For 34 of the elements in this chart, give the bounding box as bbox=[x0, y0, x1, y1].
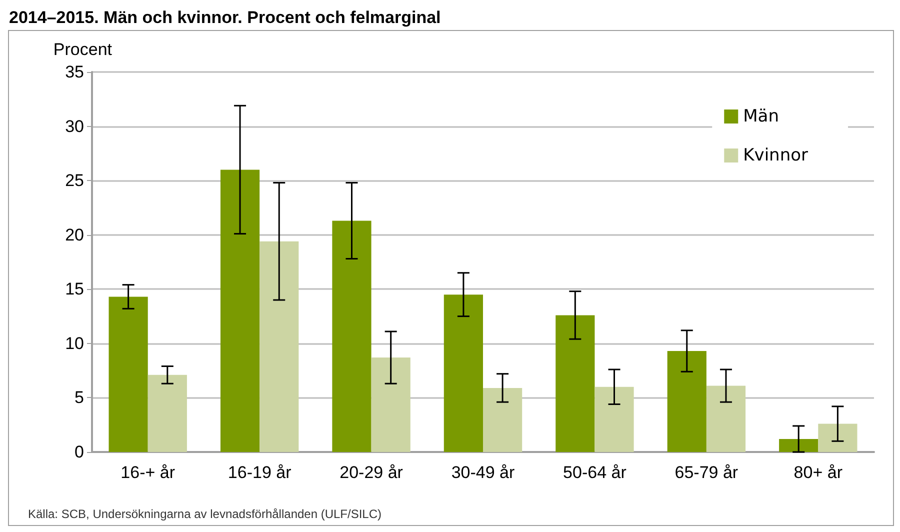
bar bbox=[108, 296, 148, 452]
x-tick-label: 50-64 år bbox=[563, 463, 627, 482]
bar bbox=[444, 294, 483, 452]
bar bbox=[556, 315, 595, 452]
y-tick-label: 10 bbox=[65, 334, 84, 353]
bar bbox=[779, 438, 818, 452]
x-tick-label: 16-19 år bbox=[228, 463, 292, 482]
x-tick-label: 20-29 år bbox=[340, 463, 404, 482]
bar bbox=[220, 170, 260, 452]
y-tick-label: 15 bbox=[65, 280, 84, 299]
chart-title: 2014–2015. Män och kvinnor. Procent och felmarginal bbox=[9, 8, 441, 27]
y-tick-label: 25 bbox=[65, 171, 84, 190]
bar bbox=[818, 424, 858, 452]
bar bbox=[260, 241, 299, 452]
x-tick-label: 16-+ år bbox=[120, 463, 176, 482]
y-axis-title: Procent bbox=[53, 40, 112, 59]
y-tick-label: 5 bbox=[74, 388, 84, 408]
y-tick-label: 0 bbox=[74, 442, 84, 462]
bar bbox=[148, 374, 187, 452]
y-tick-label: 35 bbox=[65, 62, 84, 82]
bar bbox=[371, 358, 410, 452]
bar bbox=[483, 388, 522, 452]
bar bbox=[667, 351, 706, 452]
x-tick-label: 30-49 år bbox=[451, 463, 515, 482]
legend-label: Män bbox=[743, 106, 779, 126]
bar bbox=[332, 220, 372, 452]
x-tick-label: 80+ år bbox=[794, 463, 843, 482]
x-tick-label: 65-79 år bbox=[674, 463, 738, 482]
text: Källa: SCB, Undersökningarna av levnadsförhållanden (ULF/SILC) bbox=[28, 507, 382, 521]
y-tick-label: 20 bbox=[65, 225, 84, 244]
bar bbox=[706, 386, 746, 452]
legend-label: Kvinnor bbox=[743, 146, 808, 166]
y-tick-label: 30 bbox=[65, 116, 84, 136]
bar bbox=[594, 386, 634, 452]
